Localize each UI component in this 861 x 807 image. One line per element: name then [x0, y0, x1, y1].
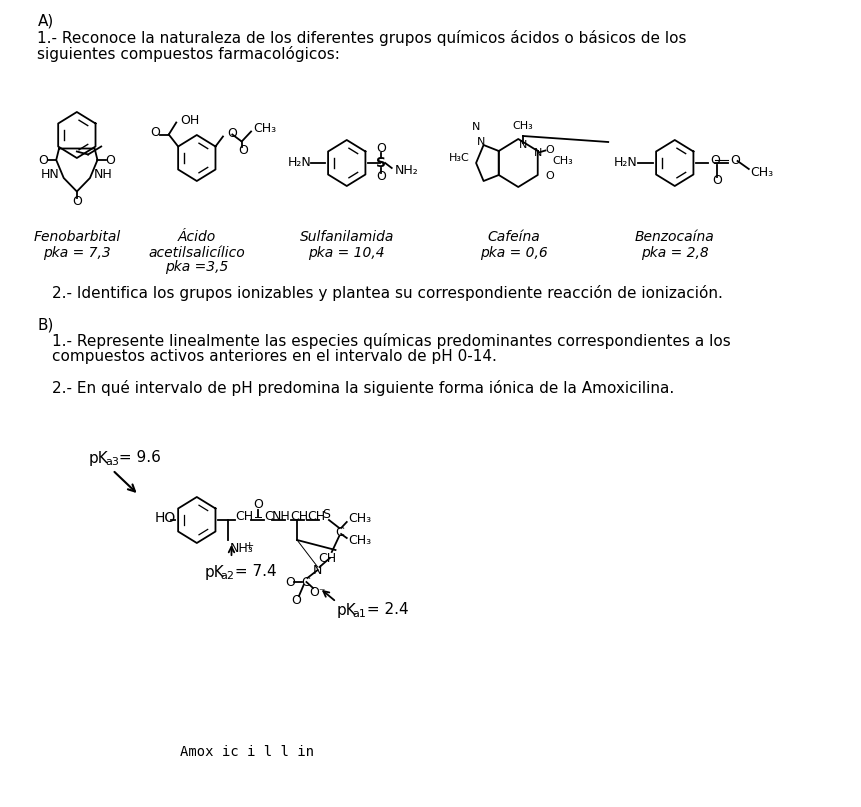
- Text: O: O: [546, 144, 554, 155]
- Text: CH₃: CH₃: [349, 512, 372, 525]
- Text: = 2.4: = 2.4: [362, 603, 408, 617]
- Text: CH: CH: [235, 511, 253, 524]
- Text: N: N: [472, 122, 480, 132]
- Text: H₃C: H₃C: [449, 153, 469, 163]
- Text: Fenobarbital: Fenobarbital: [34, 230, 121, 244]
- Text: 2.- Identifica los grupos ionizables y plantea su correspondiente reacción de io: 2.- Identifica los grupos ionizables y p…: [52, 285, 722, 301]
- Text: H₂N: H₂N: [614, 157, 638, 169]
- Text: NH₃: NH₃: [230, 541, 253, 554]
- Text: a3: a3: [105, 457, 119, 467]
- Text: O: O: [72, 195, 82, 208]
- Text: O: O: [291, 593, 301, 607]
- Text: 1.- Reconoce la naturaleza de los diferentes grupos químicos ácidos o básicos de: 1.- Reconoce la naturaleza de los difere…: [38, 30, 687, 46]
- Text: C: C: [264, 511, 273, 524]
- Text: CH: CH: [290, 511, 308, 524]
- Text: 1.- Represente linealmente las especies químicas predominantes correspondientes : 1.- Represente linealmente las especies …: [52, 333, 730, 349]
- Text: O: O: [151, 126, 161, 139]
- Text: Ácido
acetilsalicílico: Ácido acetilsalicílico: [148, 230, 245, 260]
- Text: O: O: [106, 153, 115, 166]
- Text: CH₃: CH₃: [512, 121, 533, 131]
- Text: Cafeína: Cafeína: [487, 230, 540, 244]
- Text: O⁻: O⁻: [309, 586, 326, 599]
- Text: pK: pK: [89, 450, 108, 466]
- Text: N: N: [313, 563, 322, 576]
- Text: H₂N: H₂N: [288, 157, 312, 169]
- Text: = 7.4: = 7.4: [230, 565, 276, 579]
- Text: CH: CH: [307, 511, 325, 524]
- Text: +: +: [245, 541, 254, 551]
- Text: O: O: [546, 171, 554, 182]
- Text: O: O: [376, 170, 387, 183]
- Text: CH₃: CH₃: [751, 166, 774, 179]
- Text: O: O: [712, 174, 722, 187]
- Text: pka = 10,4: pka = 10,4: [308, 246, 385, 260]
- Text: compuestos activos anteriores en el intervalo de pH 0-14.: compuestos activos anteriores en el inte…: [52, 349, 497, 364]
- Text: O: O: [227, 127, 238, 140]
- Text: CH₃: CH₃: [552, 156, 573, 165]
- Text: O: O: [286, 575, 295, 588]
- Text: N: N: [518, 140, 527, 150]
- Text: a2: a2: [220, 571, 234, 581]
- Text: C: C: [335, 525, 344, 538]
- Text: = 9.6: = 9.6: [115, 450, 161, 466]
- Text: O: O: [710, 154, 721, 168]
- Text: S: S: [376, 156, 387, 170]
- Text: 2.- En qué intervalo de pH predomina la siguiente forma iónica de la Amoxicilina: 2.- En qué intervalo de pH predomina la …: [52, 380, 674, 396]
- Text: Sulfanilamida: Sulfanilamida: [300, 230, 394, 244]
- Text: O: O: [376, 143, 387, 156]
- Text: B): B): [38, 318, 54, 333]
- Text: pK: pK: [337, 603, 356, 617]
- Text: NH: NH: [94, 169, 113, 182]
- Text: pka = 7,3: pka = 7,3: [43, 246, 111, 260]
- Text: O: O: [238, 144, 249, 157]
- Text: pka = 2,8: pka = 2,8: [641, 246, 709, 260]
- Text: pka =3,5: pka =3,5: [165, 260, 228, 274]
- Text: S: S: [322, 508, 331, 521]
- Text: O: O: [253, 497, 263, 511]
- Text: HN: HN: [41, 169, 60, 182]
- Text: Benzocaína: Benzocaína: [635, 230, 715, 244]
- Text: O: O: [38, 153, 48, 166]
- Text: Amox ic i l l in: Amox ic i l l in: [180, 745, 314, 759]
- Text: pK: pK: [204, 565, 224, 579]
- Text: CH₃: CH₃: [349, 533, 372, 546]
- Text: NH: NH: [272, 511, 290, 524]
- Text: a1: a1: [352, 609, 366, 619]
- Text: O: O: [730, 153, 740, 166]
- Text: OH: OH: [180, 114, 199, 127]
- Text: HO: HO: [155, 511, 176, 525]
- Text: N: N: [534, 148, 542, 158]
- Text: CH₃: CH₃: [253, 122, 276, 135]
- Text: C: C: [301, 575, 310, 588]
- Text: A): A): [38, 14, 53, 29]
- Text: siguientes compuestos farmacológicos:: siguientes compuestos farmacológicos:: [38, 46, 340, 62]
- Text: CH: CH: [318, 551, 336, 565]
- Text: pka = 0,6: pka = 0,6: [480, 246, 548, 260]
- Text: N: N: [477, 137, 485, 147]
- Text: NH₂: NH₂: [394, 165, 418, 178]
